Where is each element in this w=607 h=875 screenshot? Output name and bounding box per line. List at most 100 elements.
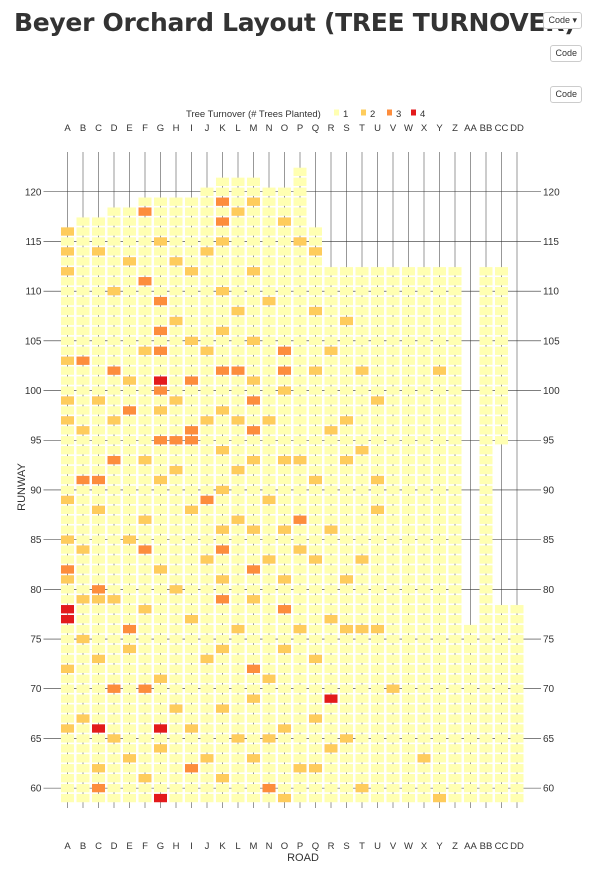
tree-cell bbox=[464, 664, 477, 674]
tree-cell bbox=[309, 674, 322, 683]
tree-cell bbox=[169, 495, 183, 505]
tree-cell bbox=[371, 634, 384, 644]
tree-cell bbox=[433, 525, 446, 534]
code-dropdown-button[interactable]: Code ▾ bbox=[543, 12, 582, 29]
tree-cell bbox=[371, 575, 384, 584]
tree-cell bbox=[216, 505, 229, 514]
tree-cell bbox=[324, 296, 338, 306]
tree-cell bbox=[278, 296, 291, 306]
tree-cell bbox=[92, 614, 105, 624]
code-button[interactable]: Code bbox=[550, 45, 582, 62]
tree-cell bbox=[464, 654, 477, 664]
tree-cell bbox=[231, 296, 245, 306]
tree-cell bbox=[61, 515, 74, 524]
tree-cell bbox=[402, 595, 415, 604]
tree-cell bbox=[231, 346, 245, 355]
tree-cell bbox=[278, 515, 291, 524]
tree-cell bbox=[76, 614, 90, 624]
tree-cell bbox=[138, 555, 152, 564]
tree-cell bbox=[355, 336, 369, 346]
tree-cell bbox=[278, 624, 291, 634]
tree-cell bbox=[448, 744, 462, 753]
tree-cell bbox=[107, 277, 121, 286]
tree-cell bbox=[402, 356, 415, 365]
tree-cell bbox=[479, 366, 493, 375]
tree-cell bbox=[169, 376, 183, 385]
tree-cell bbox=[479, 644, 493, 654]
tree-cell bbox=[76, 267, 90, 276]
tree-cell bbox=[216, 595, 229, 604]
tree-cell bbox=[293, 535, 307, 544]
tree-cell bbox=[448, 346, 462, 355]
tree-cell bbox=[495, 605, 508, 614]
tree-cell bbox=[324, 783, 338, 793]
tree-cell bbox=[479, 734, 493, 743]
tree-cell bbox=[402, 475, 415, 485]
tree-cell bbox=[464, 634, 477, 644]
tree-cell bbox=[92, 495, 105, 505]
tree-cell bbox=[107, 356, 121, 365]
tree-cell bbox=[169, 247, 183, 256]
tree-cell bbox=[479, 326, 493, 336]
tree-cell bbox=[247, 247, 260, 256]
tree-cell bbox=[169, 237, 183, 246]
tree-cell bbox=[138, 386, 152, 395]
tree-cell bbox=[123, 724, 136, 733]
tree-cell bbox=[324, 356, 338, 365]
tree-cell bbox=[433, 277, 446, 286]
tree-cell bbox=[154, 495, 167, 505]
tree-cell bbox=[309, 744, 322, 753]
tree-cell bbox=[61, 764, 74, 773]
tree-cell bbox=[386, 575, 400, 584]
y-tick-label-left: 75 bbox=[30, 635, 42, 646]
x-tick-label-top: W bbox=[404, 123, 413, 134]
tree-cell bbox=[278, 684, 291, 693]
tree-cell bbox=[278, 585, 291, 594]
tree-cell bbox=[417, 664, 431, 674]
y-tick-label-left: 65 bbox=[30, 734, 42, 745]
tree-cell bbox=[247, 515, 260, 524]
tree-cell bbox=[247, 257, 260, 266]
tree-cell bbox=[231, 555, 245, 564]
tree-cell bbox=[324, 774, 338, 783]
tree-cell bbox=[355, 624, 369, 634]
tree-cell bbox=[324, 396, 338, 405]
tree-cell bbox=[169, 207, 183, 216]
tree-cell bbox=[107, 783, 121, 793]
tree-cell bbox=[479, 416, 493, 425]
tree-cell bbox=[107, 346, 121, 355]
tree-cell bbox=[262, 714, 276, 723]
tree-cell bbox=[76, 227, 90, 236]
tree-cell bbox=[433, 495, 446, 505]
tree-cell bbox=[340, 416, 353, 425]
tree-cell bbox=[185, 277, 198, 286]
tree-cell bbox=[231, 217, 245, 226]
tree-cell bbox=[402, 306, 415, 316]
tree-cell bbox=[495, 674, 508, 683]
tree-cell bbox=[479, 455, 493, 465]
tree-cell bbox=[324, 575, 338, 584]
tree-cell bbox=[123, 684, 136, 693]
tree-cell bbox=[402, 585, 415, 594]
tree-cell bbox=[262, 346, 276, 355]
tree-cell bbox=[76, 346, 90, 355]
tree-cell bbox=[417, 764, 431, 773]
tree-cell bbox=[386, 654, 400, 664]
tree-cell bbox=[92, 664, 105, 674]
tree-cell bbox=[123, 455, 136, 465]
tree-cell bbox=[510, 644, 524, 654]
code-button[interactable]: Code bbox=[550, 86, 582, 103]
tree-cell bbox=[293, 455, 307, 465]
tree-cell bbox=[262, 674, 276, 683]
tree-cell bbox=[231, 436, 245, 445]
tree-cell bbox=[107, 595, 121, 604]
tree-cell bbox=[448, 624, 462, 634]
tree-cell bbox=[262, 187, 276, 196]
tree-cell bbox=[216, 724, 229, 733]
tree-cell bbox=[216, 634, 229, 644]
tree-cell bbox=[309, 774, 322, 783]
tree-cell bbox=[495, 316, 508, 326]
tree-cell bbox=[479, 684, 493, 693]
tree-cell bbox=[417, 783, 431, 793]
tree-cell bbox=[138, 376, 152, 385]
